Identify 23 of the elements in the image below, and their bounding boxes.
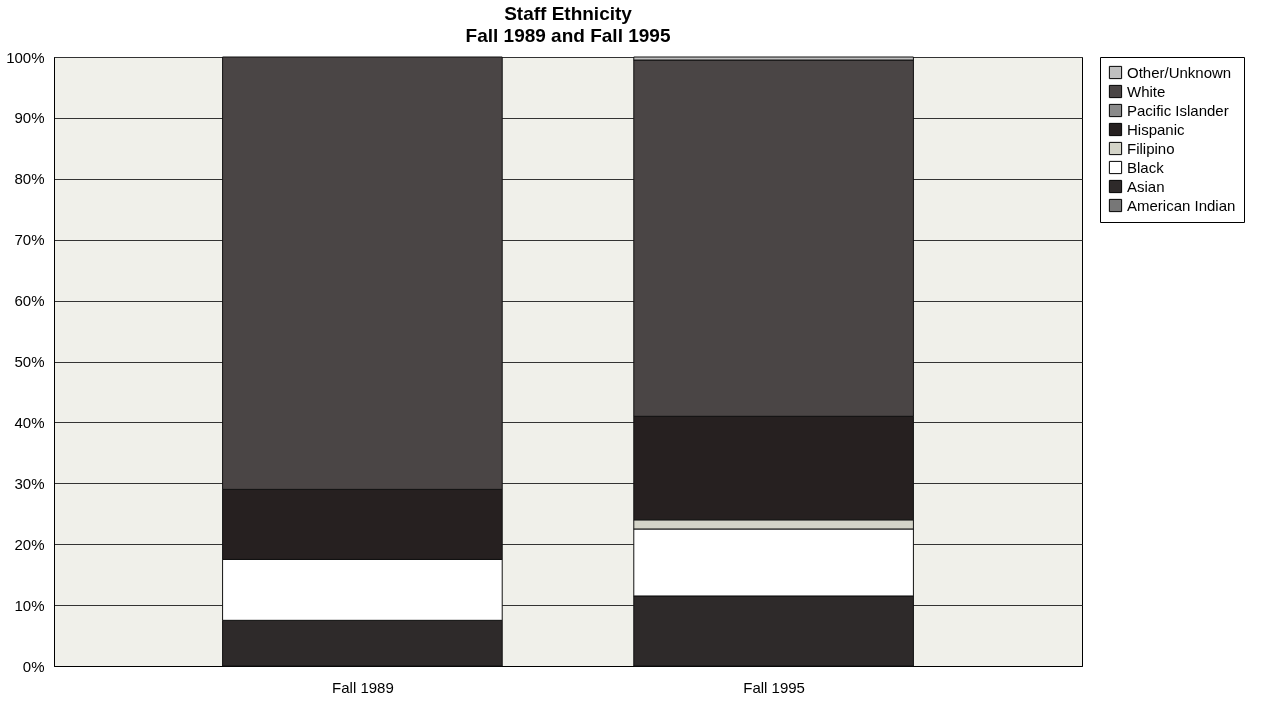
y-tick-label: 80% (14, 170, 45, 188)
legend-label: Asian (1127, 177, 1165, 195)
legend-label: Hispanic (1127, 120, 1186, 138)
y-tick-label: 20% (14, 535, 45, 553)
y-tick-label: 70% (14, 231, 45, 249)
y-tick-label: 0% (22, 657, 45, 675)
y-tick-label: 30% (14, 474, 45, 492)
legend-label: White (1127, 82, 1166, 100)
y-tick-label: 50% (14, 353, 45, 370)
chart-title: Staff Ethnicity (504, 3, 633, 24)
y-tick-label: 100% (6, 48, 45, 66)
x-tick-label: Fall 1989 (332, 678, 394, 696)
legend-label: Pacific Islander (1127, 101, 1229, 119)
chart-subtitle: Fall 1989 and Fall 1995 (465, 25, 671, 46)
y-tick-label: 40% (14, 413, 45, 431)
legend-label: Black (1127, 158, 1165, 176)
y-tick-label: 60% (14, 292, 45, 310)
y-tick-label: 10% (14, 596, 45, 614)
legend-label: American Indian (1127, 196, 1236, 214)
legend-label: Other/Unknown (1127, 63, 1232, 81)
legend-label: Filipino (1127, 139, 1175, 157)
y-tick-label: 90% (14, 109, 45, 127)
x-tick-label: Fall 1995 (743, 678, 805, 696)
